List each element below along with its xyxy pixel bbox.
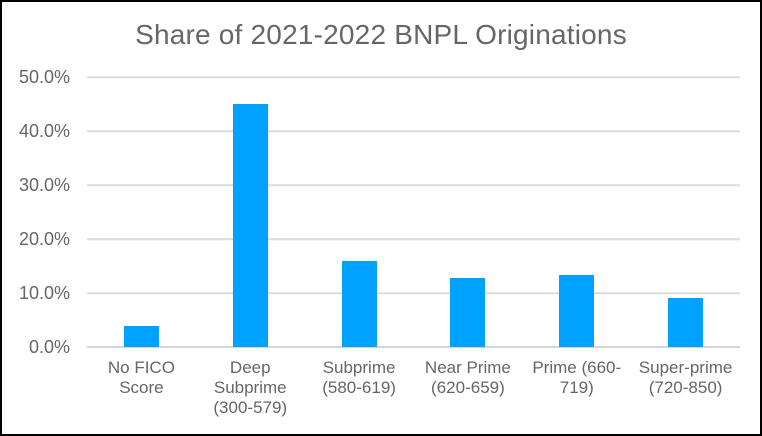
bar-1: [123, 326, 159, 347]
bar-5: [559, 275, 595, 347]
y-axis-tick-label: 20.0%: [18, 229, 70, 249]
x-axis-label: No FICO Score: [107, 358, 175, 397]
gridline: [87, 130, 740, 132]
y-axis-tick-label: 10.0%: [18, 283, 70, 303]
gridline: [87, 184, 740, 186]
x-axis-label: Prime (660- 719): [532, 358, 622, 397]
gridline: [87, 238, 740, 240]
bar-2: [232, 104, 268, 347]
chart-title: Share of 2021-2022 BNPL Originations: [135, 19, 627, 50]
bar-4: [450, 277, 486, 347]
gridline: [87, 76, 740, 78]
gridline: [87, 292, 740, 294]
bar-3: [341, 260, 377, 347]
x-axis-label: Subprime (580-619): [322, 358, 396, 397]
x-axis-label: Super-prime (720-850): [638, 358, 733, 397]
y-axis-tick-label: 50.0%: [18, 67, 70, 87]
y-axis-tick-label: 0.0%: [28, 337, 70, 357]
x-axis-baseline: [87, 346, 740, 348]
x-axis-label: Near Prime (620-659): [424, 358, 511, 397]
y-axis-tick-label: 40.0%: [18, 121, 70, 141]
y-axis-tick-label: 30.0%: [18, 175, 70, 195]
x-axis-label: Deep Subprime (300-579): [213, 358, 288, 417]
bar-6: [668, 298, 704, 347]
plot-area: [87, 76, 740, 348]
